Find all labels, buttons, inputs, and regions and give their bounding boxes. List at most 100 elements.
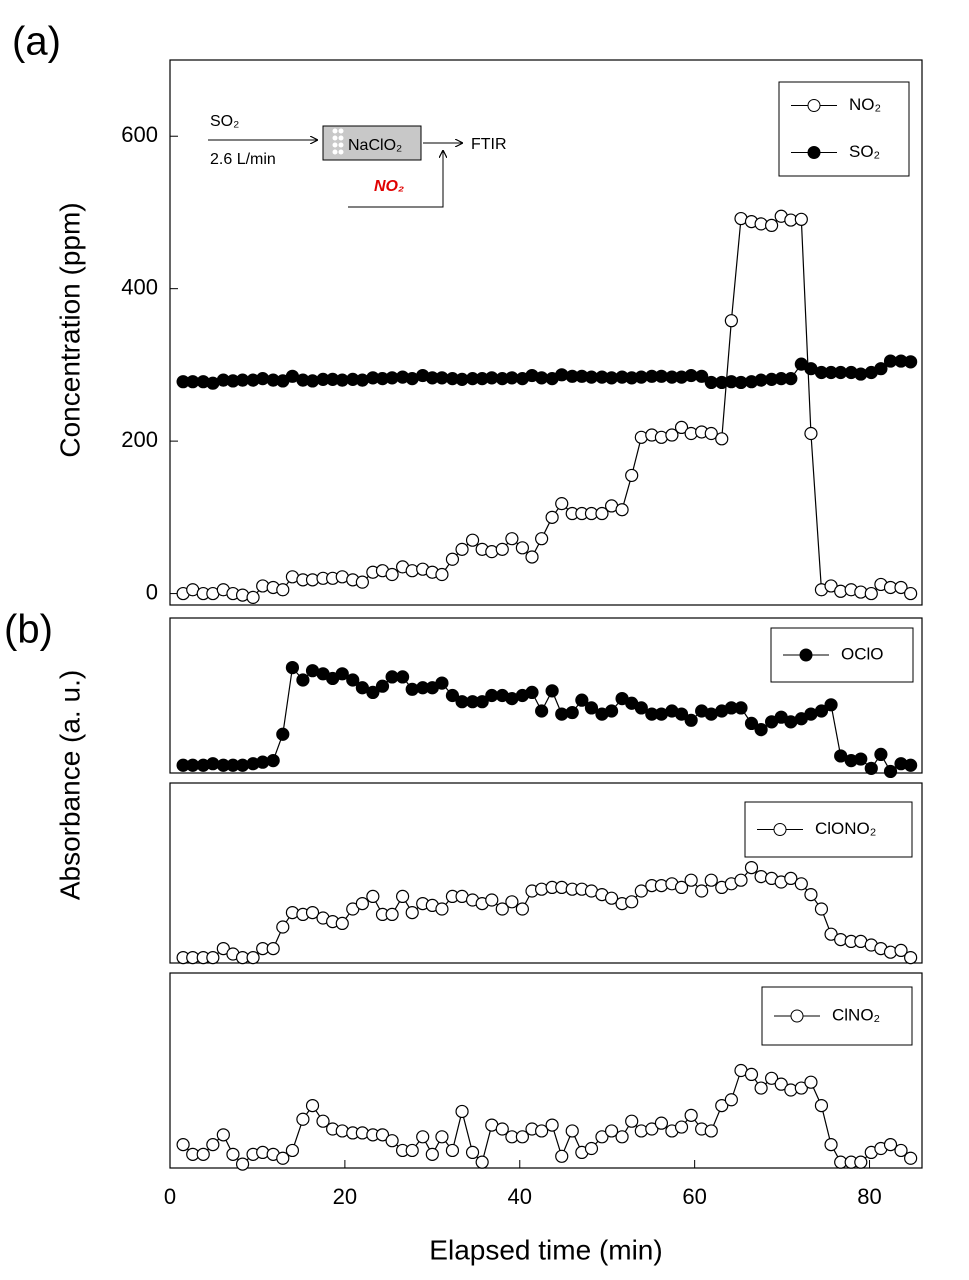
- data-point: [416, 1130, 430, 1144]
- data-point: [235, 1157, 250, 1171]
- data-point: [525, 685, 539, 700]
- data-point: [824, 698, 838, 712]
- data-point: [695, 884, 709, 898]
- data-point: [654, 1116, 669, 1130]
- data-point: [196, 1147, 210, 1161]
- data-point: [206, 950, 220, 965]
- legend-marker: [790, 1009, 804, 1023]
- data-point: [366, 889, 380, 904]
- data-point: [724, 314, 738, 328]
- legend-label: OClO: [841, 644, 884, 663]
- inset-reactor: NaClO₂: [348, 137, 402, 154]
- data-point: [724, 1093, 738, 1107]
- y-axis-label: Absorbance (a. u.): [54, 670, 85, 900]
- data-point: [774, 1077, 788, 1091]
- data-point: [904, 1151, 918, 1165]
- data-point: [715, 1098, 729, 1113]
- data-point: [674, 420, 689, 434]
- inset-diagram: SO₂ 2.6 L/min NaClO₂ FTIR NO₂: [208, 113, 507, 208]
- data-point: [595, 506, 609, 521]
- data-point: [375, 1128, 390, 1142]
- data-point: [695, 369, 709, 383]
- data-point: [335, 916, 349, 931]
- data-point: [475, 1155, 489, 1169]
- y-axis-label: Concentration (ppm): [54, 202, 85, 457]
- data-point: [864, 586, 878, 601]
- data-point: [565, 1124, 579, 1138]
- data-point: [435, 567, 449, 582]
- data-point: [704, 426, 718, 441]
- data-point: [754, 1081, 768, 1095]
- data-point: [894, 943, 908, 958]
- data-point: [575, 693, 589, 707]
- legend-label: NO₂: [849, 95, 881, 114]
- data-point: [515, 541, 529, 555]
- x-tick-label: 60: [682, 1184, 706, 1209]
- data-point: [465, 1145, 480, 1160]
- data-point: [385, 907, 399, 922]
- x-tick-label: 40: [508, 1184, 532, 1209]
- inset-outlet: FTIR: [471, 136, 507, 153]
- data-point: [744, 860, 759, 875]
- data-point: [246, 590, 260, 604]
- data-point: [535, 704, 549, 718]
- plot-frame: [169, 782, 923, 964]
- data-point: [764, 218, 779, 233]
- data-point: [684, 713, 698, 727]
- data-point: [305, 1098, 320, 1113]
- data-point: [854, 752, 868, 766]
- legend-box: [778, 81, 910, 177]
- data-point: [904, 950, 918, 965]
- data-point: [525, 550, 539, 564]
- legend-label: ClNO₂: [832, 1005, 880, 1024]
- data-point: [276, 1151, 290, 1165]
- data-point: [625, 895, 639, 909]
- data-point: [266, 941, 280, 956]
- legend-marker: [773, 823, 787, 836]
- data-point: [495, 1122, 509, 1136]
- data-point: [615, 503, 629, 517]
- data-point: [535, 532, 549, 546]
- data-point: [904, 758, 918, 772]
- data-point: [495, 902, 509, 916]
- data-point: [296, 673, 310, 687]
- y-tick-label: 600: [121, 122, 158, 147]
- inset-additive: NO₂: [374, 178, 404, 195]
- data-point: [555, 497, 569, 511]
- data-point: [335, 667, 349, 681]
- legend-marker: [799, 648, 813, 662]
- data-point: [814, 902, 829, 916]
- data-point: [715, 432, 729, 446]
- data-point: [216, 1128, 230, 1142]
- data-point: [405, 1143, 419, 1158]
- data-point: [883, 764, 898, 779]
- data-point: [794, 1081, 808, 1095]
- data-point: [814, 1098, 829, 1113]
- data-point: [465, 533, 480, 547]
- data-point: [854, 1155, 868, 1169]
- data-point: [226, 1147, 240, 1161]
- data-point: [445, 552, 460, 566]
- y-tick-label: 0: [146, 579, 158, 604]
- data-point: [904, 355, 918, 369]
- data-point: [485, 893, 499, 907]
- data-point: [804, 1075, 818, 1089]
- data-point: [425, 1147, 439, 1161]
- data-point: [824, 1137, 838, 1152]
- data-point: [495, 542, 509, 556]
- legend-marker: [807, 99, 821, 112]
- data-point: [276, 727, 290, 741]
- data-point: [814, 704, 829, 718]
- data-point: [595, 1130, 609, 1144]
- data-point: [395, 670, 410, 684]
- data-point: [405, 905, 419, 920]
- plot-frame: [169, 59, 923, 606]
- data-point: [684, 873, 698, 887]
- data-point: [385, 567, 399, 582]
- data-point: [674, 707, 689, 721]
- x-axis-label: Elapsed time (min): [429, 1234, 662, 1265]
- inset-flow: 2.6 L/min: [210, 151, 276, 168]
- plot-frame: [169, 617, 923, 774]
- series: [176, 860, 918, 965]
- data-point: [634, 884, 648, 898]
